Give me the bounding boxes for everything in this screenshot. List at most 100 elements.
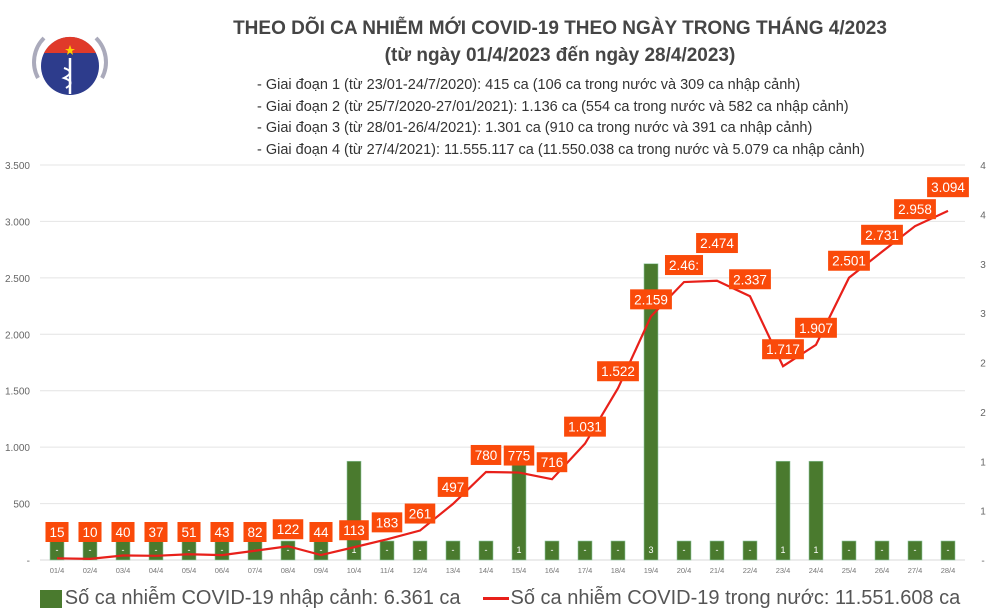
bar	[544, 540, 560, 561]
bar-label: 3	[648, 545, 653, 555]
x-axis-tick-label: 24/4	[809, 566, 824, 575]
bar-label: -	[617, 545, 620, 555]
x-axis-tick-label: 25/4	[842, 566, 857, 575]
x-axis-tick-label: 11/4	[380, 566, 394, 575]
data-label: 2.337	[733, 272, 767, 287]
bar-label: -	[452, 545, 455, 555]
bar-label: -	[221, 545, 224, 555]
data-label: 2.501	[832, 254, 866, 269]
x-axis-tick-label: 26/4	[875, 566, 890, 575]
legend-item-imported: Số ca nhiễm COVID-19 nhập cảnh: 6.361 ca	[39, 587, 461, 610]
left-axis-tick-label: 500	[13, 500, 30, 511]
right-axis-tick-label: 2	[980, 359, 986, 370]
data-label: 122	[277, 522, 300, 537]
left-axis-tick-label: 2.000	[5, 330, 30, 341]
left-axis-tick-label: 1.000	[5, 443, 30, 454]
data-label-box	[795, 317, 837, 338]
data-label-box	[762, 339, 804, 360]
bar-label: -	[716, 545, 719, 555]
data-label: 261	[409, 507, 432, 522]
bar-label: 1	[351, 545, 356, 555]
x-axis-tick-label: 20/4	[677, 566, 692, 575]
x-axis-tick-label: 22/4	[743, 566, 758, 575]
right-axis-tick-label: 3	[980, 309, 986, 320]
legend-item-domestic: Số ca nhiễm COVID-19 trong nước: 11.551.…	[482, 587, 961, 610]
data-label-box	[111, 522, 135, 542]
legend-line-swatch	[482, 597, 509, 600]
legend-label-domestic: Số ca nhiễm COVID-19 trong nước: 11.551.…	[510, 587, 961, 609]
data-label: 44	[313, 525, 329, 540]
phase-notes: - Giai đoạn 1 (từ 23/01-24/7/2020): 415 …	[257, 75, 865, 161]
right-axis-tick-label: -	[981, 556, 984, 567]
data-label: 716	[541, 455, 564, 470]
bar	[412, 540, 428, 561]
x-axis-tick-label: 04/4	[149, 566, 164, 575]
x-axis-tick-label: 28/4	[941, 566, 956, 575]
bar	[742, 540, 758, 561]
bar-label: -	[287, 545, 290, 555]
right-axis-tick-label: 1	[980, 457, 986, 468]
data-label-box	[309, 522, 333, 542]
bar-label: -	[89, 545, 92, 555]
right-axis-tick-label: 4	[980, 161, 986, 172]
bar	[775, 460, 791, 561]
data-label-box	[272, 519, 304, 540]
data-label: 1.522	[601, 364, 635, 379]
x-axis-tick-label: 13/4	[446, 566, 461, 575]
data-label: 3.094	[931, 180, 965, 195]
data-label-box	[564, 416, 606, 437]
data-label-box	[630, 289, 672, 310]
note-phase-3: - Giai đoạn 3 (từ 28/01-26/4/2021): 1.30…	[257, 120, 813, 136]
bar	[940, 540, 956, 561]
x-axis-tick-label: 06/4	[215, 566, 230, 575]
data-label: 1.031	[568, 420, 602, 435]
bar	[841, 540, 857, 561]
data-label: 2.474	[700, 236, 734, 251]
data-label: 2.159	[634, 292, 668, 307]
data-label-box	[210, 522, 234, 542]
data-label: 2.958	[898, 202, 932, 217]
left-axis-tick-label: 2.500	[5, 274, 30, 285]
x-axis-tick-label: 17/4	[578, 566, 593, 575]
chart-subtitle: (từ ngày 01/4/2023 đến ngày 28/4/2023)	[384, 45, 736, 66]
bar-label: -	[386, 545, 389, 555]
data-label-box	[597, 361, 639, 382]
data-label-box	[664, 255, 704, 276]
bar-label: -	[914, 545, 917, 555]
x-axis-tick-label: 02/4	[83, 566, 98, 575]
bar-label: -	[551, 545, 554, 555]
bar	[610, 540, 626, 561]
bar	[445, 540, 461, 561]
right-axis-tick-label: 4	[980, 210, 986, 221]
bar	[874, 540, 890, 561]
data-label-box	[177, 522, 201, 542]
note-phase-1: - Giai đoạn 1 (từ 23/01-24/7/2020): 415 …	[257, 77, 801, 93]
data-label: 113	[343, 523, 365, 538]
data-label: 82	[247, 525, 262, 540]
left-axis-tick-label: 3.000	[5, 217, 30, 228]
x-axis-tick-label: 12/4	[413, 566, 428, 575]
x-axis-tick-label: 14/4	[479, 566, 494, 575]
data-label-box	[828, 250, 870, 271]
x-axis-tick-label: 15/4	[512, 566, 527, 575]
legend-bar-swatch	[39, 589, 62, 608]
data-label-box	[696, 233, 738, 254]
bar-label: -	[683, 545, 686, 555]
bar-label: -	[749, 545, 752, 555]
data-label-box	[536, 452, 568, 473]
x-axis-tick-label: 23/4	[776, 566, 791, 575]
bar	[643, 263, 659, 561]
data-label: 1.907	[799, 321, 833, 336]
x-axis-tick-label: 03/4	[116, 566, 131, 575]
bar-label: -	[584, 545, 587, 555]
x-axis-tick-label: 08/4	[281, 566, 296, 575]
data-label: 2.46:	[669, 258, 699, 273]
data-label: 1.717	[766, 342, 800, 357]
bar	[379, 540, 395, 561]
right-axis-tick-label: 1	[980, 507, 986, 518]
data-label: 2.731	[865, 228, 899, 243]
right-axis-tick-label: 3	[980, 260, 986, 271]
bar-label: -	[848, 545, 851, 555]
data-label-box	[243, 522, 267, 542]
data-label: 183	[376, 515, 399, 530]
